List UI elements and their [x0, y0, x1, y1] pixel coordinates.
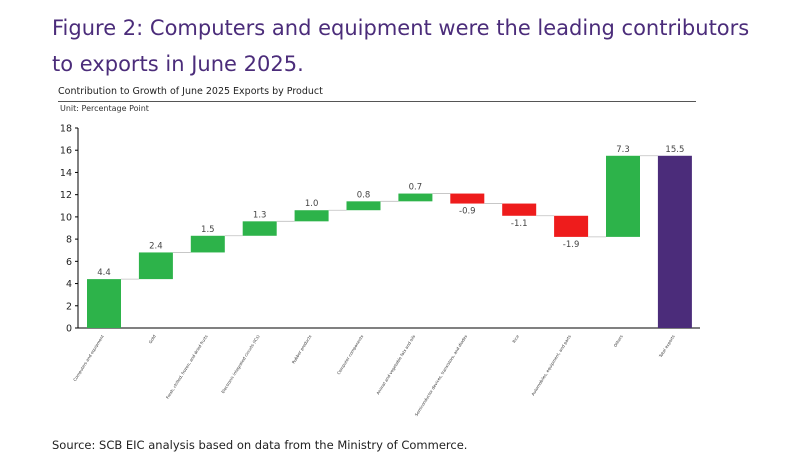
figure-title: Figure 2: Computers and equipment were t…	[52, 16, 750, 76]
y-tick-label: 18	[60, 124, 72, 135]
unit-label: Unit: Percentage Point	[60, 104, 149, 113]
bar	[657, 155, 692, 328]
bar	[138, 252, 173, 280]
x-tick-label: Gold	[148, 333, 157, 344]
y-tick-label: 6	[66, 257, 72, 268]
data-label: -0.9	[459, 207, 476, 217]
bar	[502, 203, 537, 216]
data-label: 4.4	[97, 268, 111, 278]
bar	[294, 210, 329, 222]
y-tick-label: 10	[60, 212, 72, 223]
bar	[346, 201, 381, 211]
x-tick-label: Automobiles, equipment, and parts	[530, 334, 572, 397]
data-label: 15.5	[665, 145, 684, 155]
data-label: 1.0	[305, 199, 319, 209]
x-tick-label: Animal and vegetable fats and oils	[375, 334, 416, 396]
bar	[190, 235, 225, 253]
x-tick-label: Computers and equipment	[72, 334, 105, 383]
bar	[398, 193, 433, 202]
y-tick-label: 8	[66, 235, 72, 246]
y-tick-label: 0	[66, 324, 72, 335]
x-tick-label: Rubber products	[291, 334, 313, 365]
data-label: 1.3	[253, 210, 267, 220]
x-tick-label: Total exports	[657, 334, 675, 359]
data-label: 1.5	[201, 225, 215, 235]
y-tick-label: 12	[60, 190, 72, 201]
bar	[450, 193, 485, 204]
data-label: -1.1	[511, 219, 528, 229]
title-divider	[58, 101, 696, 102]
bar	[554, 215, 589, 237]
x-tick-label: Computer components	[336, 334, 365, 376]
x-tick-label: Others	[612, 334, 623, 348]
y-tick-label: 14	[60, 168, 72, 179]
bar	[87, 279, 121, 328]
data-label: 2.4	[149, 241, 163, 251]
x-tick-label: Semiconductor devices, transistors, and …	[414, 334, 469, 417]
y-tick-label: 4	[66, 279, 72, 290]
data-label: 0.7	[409, 183, 423, 193]
data-label: -1.9	[563, 240, 580, 250]
y-tick-label: 2	[66, 301, 72, 312]
source-note: Source: SCB EIC analysis based on data f…	[52, 438, 468, 452]
data-label: 0.8	[357, 190, 371, 200]
x-tick-label: Fresh, chilled, frozen, and dried fruits	[165, 334, 209, 400]
chart-title: Contribution to Growth of June 2025 Expo…	[58, 86, 323, 97]
bar	[606, 155, 640, 237]
x-tick-label: Rice	[511, 333, 520, 343]
y-tick-label: 16	[60, 146, 72, 157]
x-tick-label: Electronic integrated circuits (ICs)	[220, 334, 260, 395]
data-label: 7.3	[616, 145, 630, 155]
bar	[242, 221, 277, 236]
